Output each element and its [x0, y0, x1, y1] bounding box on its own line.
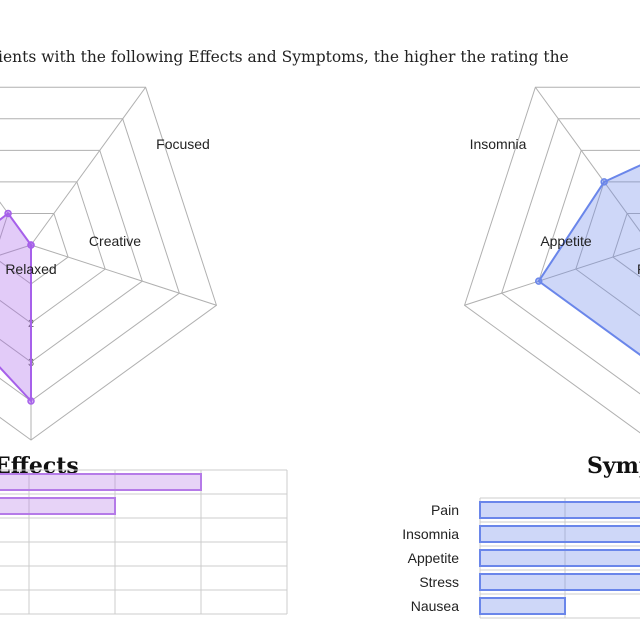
bar — [0, 497, 116, 515]
radar-grid — [463, 86, 640, 434]
radar-grid — [612, 212, 640, 278]
bar-label: Appetite — [408, 550, 460, 566]
radar-grid — [501, 118, 640, 395]
radar-spoke — [0, 244, 32, 256]
radar-label: Appetite — [540, 233, 592, 249]
bar-label: Pain — [431, 502, 459, 518]
radar-grid — [0, 118, 180, 402]
radar-area — [537, 164, 640, 356]
intro-text: ients with the following Effects and Sym… — [0, 48, 569, 66]
radar-grid — [575, 181, 640, 317]
bar — [479, 501, 640, 519]
radar-label: Pain — [637, 261, 640, 277]
radar-point — [534, 277, 543, 285]
radar-grid — [0, 149, 143, 363]
radar-point — [4, 209, 12, 218]
bar — [479, 525, 640, 543]
radar-grid — [0, 212, 69, 285]
radar-label: Insomnia — [470, 136, 527, 152]
bar-label: Insomnia — [402, 526, 459, 542]
radar-spoke — [534, 86, 640, 233]
radar-grid — [0, 86, 218, 441]
radar-spoke — [30, 244, 217, 306]
radar-area — [0, 212, 32, 404]
radar-point — [27, 241, 35, 249]
bar-label: Nausea — [411, 598, 459, 614]
radar-label: Focused — [156, 136, 210, 152]
radar-point — [27, 397, 35, 405]
radar-spoke — [464, 247, 640, 306]
radar-grid — [0, 181, 106, 324]
radar-point — [600, 178, 608, 186]
radar-label: Creative — [89, 233, 141, 249]
bar — [479, 549, 640, 567]
bar — [479, 597, 566, 615]
bar — [479, 573, 640, 591]
chart-title: Symptoms — [587, 453, 640, 479]
radar-label: Relaxed — [5, 261, 56, 277]
bar — [0, 473, 202, 491]
radar-spoke — [30, 86, 147, 246]
bar-label: Stress — [419, 574, 459, 590]
